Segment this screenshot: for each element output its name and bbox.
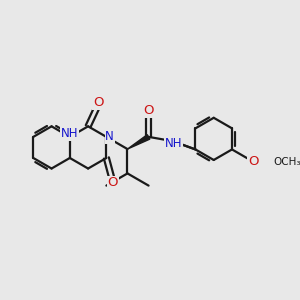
Text: O: O	[248, 155, 258, 168]
Text: NH: NH	[165, 137, 182, 150]
Text: OCH₃: OCH₃	[273, 157, 300, 166]
Text: O: O	[93, 97, 104, 110]
Text: O: O	[143, 104, 154, 118]
Text: O: O	[107, 176, 118, 189]
Polygon shape	[128, 135, 150, 149]
Text: NH: NH	[61, 127, 79, 140]
Text: N: N	[105, 130, 114, 143]
